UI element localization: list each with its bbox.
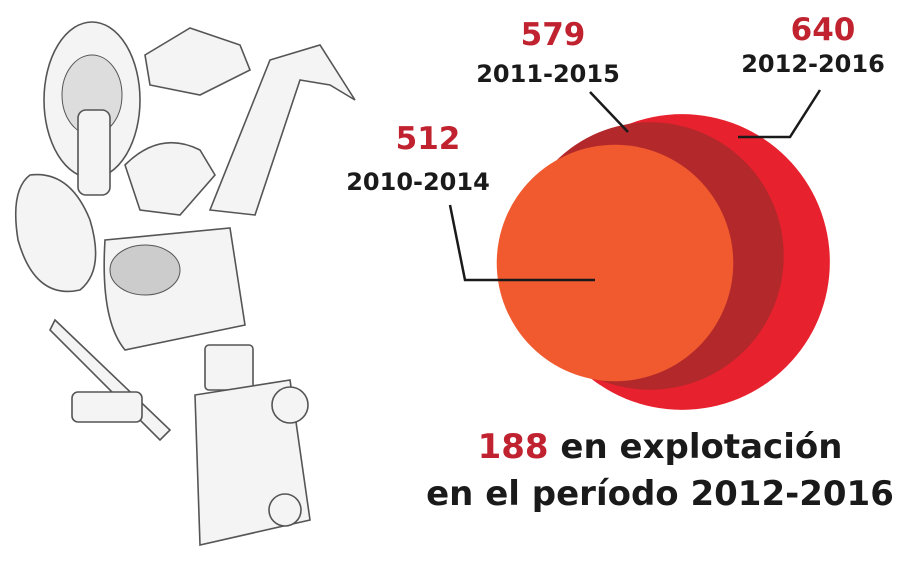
annotation-text: en explotación (560, 427, 842, 467)
annotation: 188 en explotación (478, 427, 843, 467)
leader-line (738, 90, 820, 137)
illustration (16, 22, 355, 545)
category-label: 2010-2014 (346, 168, 490, 196)
category-label: 2011-2015 (476, 60, 620, 88)
annotation-subtext: en el período 2012-2016 (426, 474, 894, 514)
annotation-value: 188 (478, 427, 549, 467)
bubble (497, 145, 734, 382)
chart: 188 en explotación en el período 2012-20… (0, 0, 904, 569)
value-label: 579 (521, 17, 586, 53)
value-label: 640 (791, 12, 856, 48)
value-label: 512 (396, 121, 461, 157)
leader-line (590, 92, 628, 132)
category-label: 2012-2016 (741, 50, 885, 78)
page: 188 en explotación en el período 2012-20… (0, 0, 904, 569)
